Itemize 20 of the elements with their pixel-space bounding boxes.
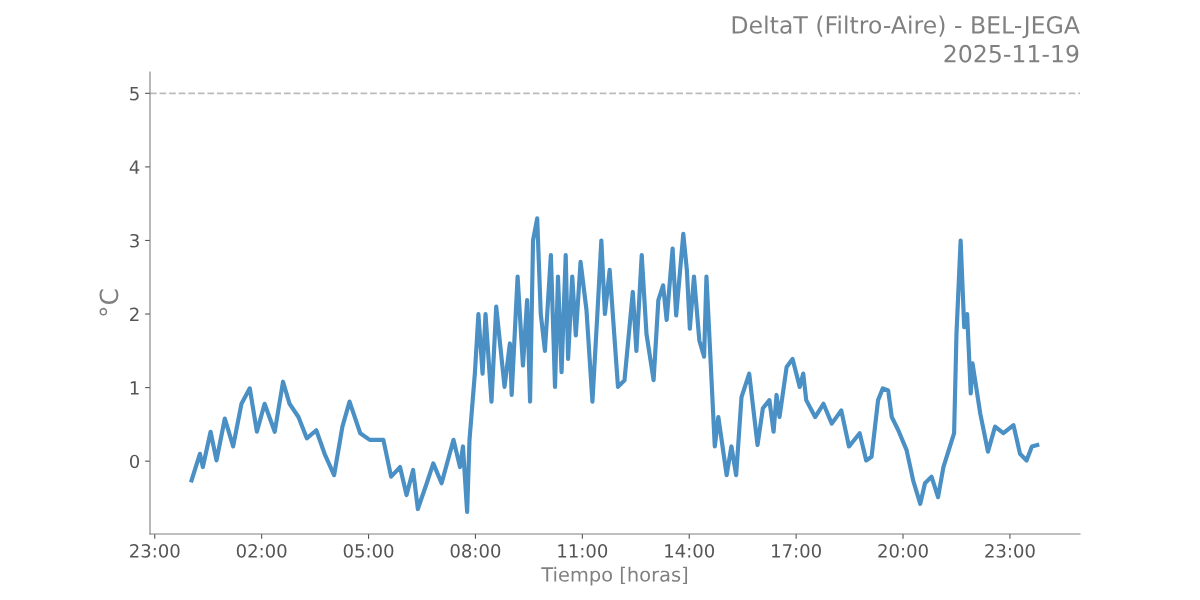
line-series — [189, 216, 1040, 515]
y-tick-label: 0 — [129, 454, 140, 469]
x-tick-label: 11:00 — [558, 544, 608, 558]
y-tick-label: 5 — [130, 87, 139, 101]
y-tick-label: 2 — [130, 307, 139, 321]
x-tick-label: 08:00 — [450, 544, 501, 558]
x-tick-label: 14:00 — [665, 544, 715, 558]
chart-subtitle: 2025-11-19 — [944, 44, 1079, 63]
y-tick-label: 4 — [129, 160, 140, 174]
x-axis-title: Tiempo [horas] — [541, 566, 688, 586]
x-tick-label: 23:00 — [985, 544, 1035, 558]
x-tick-label: 20:00 — [878, 544, 928, 558]
y-tick-label: 3 — [130, 233, 139, 248]
y-tick-label: 1 — [130, 381, 139, 395]
x-tick-label: 05:00 — [343, 544, 394, 558]
x-tick-label: 23:00 — [130, 544, 180, 558]
x-tick-label: 02:00 — [236, 544, 287, 558]
chart-title: DeltaT (Filtro-Aire) - BEL-JEGA — [732, 15, 1080, 39]
y-axis-title: °C — [99, 289, 119, 316]
x-tick-label: 17:00 — [772, 544, 821, 558]
